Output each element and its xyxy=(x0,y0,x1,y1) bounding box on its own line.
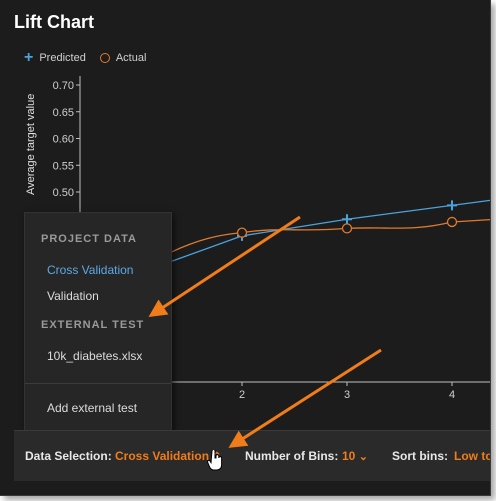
actual-point-marker xyxy=(446,216,458,228)
bins-select[interactable]: 10 ⌄ xyxy=(342,449,368,463)
y-tick-label: 0.65 xyxy=(53,107,74,119)
legend-predicted-label: Predicted xyxy=(39,52,86,64)
menu-item-external-file[interactable]: 10k_diabetes.xlsx xyxy=(47,349,143,363)
menu-section-external: EXTERNAL TEST xyxy=(41,319,145,331)
y-tick-label: 0.70 xyxy=(53,80,74,92)
hand-cursor-icon xyxy=(207,450,223,471)
menu-divider xyxy=(25,383,171,384)
menu-section-project: PROJECT DATA xyxy=(41,233,137,245)
page-title: Lift Chart xyxy=(14,12,94,32)
menu-item-validation[interactable]: Validation xyxy=(47,289,99,303)
bins-label: Number of Bins: xyxy=(245,449,339,463)
x-tick-label: 4 xyxy=(449,389,455,401)
legend-predicted[interactable]: + Predicted xyxy=(24,49,86,66)
actual-point-marker xyxy=(236,227,248,238)
y-tick-label: 0.55 xyxy=(53,160,74,172)
data-selection-dropdown: PROJECT DATA Cross Validation Validation… xyxy=(24,212,172,432)
circle-icon xyxy=(99,53,110,63)
predicted-point-marker xyxy=(447,200,457,211)
series-line-actual xyxy=(169,218,490,254)
legend-actual-label: Actual xyxy=(115,52,147,64)
sort-label: Sort bins: xyxy=(392,449,448,463)
predicted-point-marker xyxy=(342,214,352,225)
data-selection-select[interactable]: Cross Validation ⌃ xyxy=(115,449,222,463)
x-tick-label: 2 xyxy=(239,389,245,401)
chart-legend: + Predicted Actual xyxy=(24,49,147,66)
y-tick-label: 0.60 xyxy=(53,134,74,146)
data-selection-value: Cross Validation xyxy=(115,449,210,463)
data-selection-label: Data Selection: xyxy=(25,449,112,463)
chart-controls-bar: Data Selection: Cross Validation ⌃ Numbe… xyxy=(14,430,491,481)
legend-actual[interactable]: Actual xyxy=(99,52,147,64)
actual-point-marker xyxy=(341,223,353,234)
menu-item-cross-validation[interactable]: Cross Validation xyxy=(47,263,134,277)
x-tick-label: 3 xyxy=(344,389,350,401)
bins-value: 10 xyxy=(342,449,356,463)
menu-item-add-external-test[interactable]: Add external test xyxy=(47,401,138,415)
y-tick-label: 0.50 xyxy=(53,187,74,199)
chevron-down-icon: ⌄ xyxy=(358,451,368,463)
plus-icon: + xyxy=(24,49,34,66)
sort-select[interactable]: Low to xyxy=(454,449,491,463)
series-line-predicted xyxy=(169,199,490,263)
